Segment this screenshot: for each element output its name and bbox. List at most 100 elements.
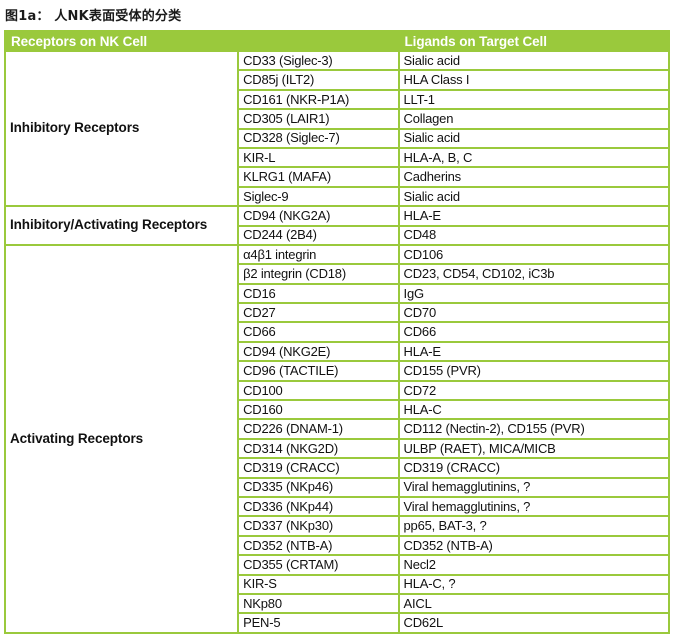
ligand-cell: CD352 (NTB-A) [397,534,671,557]
receptor-cell: CD305 (LAIR1) [237,108,400,130]
ligand-cell: CD70 [397,302,671,324]
receptor-cell: CD336 (NKp44) [237,495,400,518]
table-row: CD328 (Siglec-7) Sialic acid [5,127,671,149]
table-row: Inhibitory Receptors CD33 (Siglec-3) Siali… [3,49,671,208]
receptor-cell: CD27 [237,302,400,324]
table-row: Inhibitory/Activating Receptors CD94 (NKG… [3,205,671,246]
receptor-cell: CD66 [237,321,400,343]
ligand-cell: Cadherins [397,166,671,188]
receptor-cell: KLRG1 (MAFA) [237,166,400,188]
header-ligands-on-target-cell: Ligands on Target Cell [397,30,671,52]
receptor-cell: CD94 (NKG2E) [237,340,400,363]
receptor-cell: KIR-L [237,146,400,169]
table-row: CD226 (DNAM-1) CD112 (Nectin-2), CD155 (P… [5,418,671,440]
receptor-cell: KIR-S [237,573,400,595]
figure-title: 图1a： 人NK表面受体的分类 [5,9,182,24]
ligand-cell: Viral hemagglutinins, ? [397,476,671,499]
table-row: CD336 (NKp44) Viral hemagglutinins, ? [5,495,671,518]
receptor-cell: CD85j (ILT2) [237,69,400,91]
table-row: KIR-S HLA-C, ? [5,573,671,595]
table-row: CD100 CD72 [5,379,671,402]
ligand-cell: CD23, CD54, CD102, iC3b [397,263,671,285]
table-row: CD352 (NTB-A) CD352 (NTB-A) [5,534,671,557]
receptor-cell: CD319 (CRACC) [237,457,400,479]
table-body: Inhibitory Receptors CD33 (Siglec-3) Siali… [3,49,671,634]
table-row: CD305 (LAIR1) Collagen [5,108,671,130]
table-row: PEN-5 CD62L [5,612,671,634]
table-row: CD314 (NKG2D) ULBP (RAET), MICA/MICB [5,437,671,460]
receptor-cell: CD226 (DNAM-1) [237,418,400,440]
receptor-group-cell: Activating Receptors [3,243,240,634]
table-row: CD161 (NKR-P1A) LLT-1 [5,88,671,111]
ligand-cell: CD72 [397,379,671,402]
receptor-cell: CD335 (NKp46) [237,476,400,499]
ligand-cell: HLA-A, B, C [397,146,671,169]
receptor-cell: CD355 (CRTAM) [237,554,400,576]
table-row: CD355 (CRTAM) Necl2 [5,554,671,576]
table-row: CD160 HLA-C [5,399,671,421]
receptor-cell: CD160 [237,399,400,421]
ligand-cell: HLA Class I [397,69,671,91]
ligand-cell: Collagen [397,108,671,130]
table-row: CD85j (ILT2) HLA Class I [5,69,671,91]
receptor-cell: CD161 (NKR-P1A) [237,88,400,111]
ligand-cell: HLA-C, ? [397,573,671,595]
ligand-cell: CD155 (PVR) [397,360,671,382]
receptor-cell: CD100 [237,379,400,402]
ligand-cell: CD106 [397,243,671,266]
receptor-cell: CD314 (NKG2D) [237,437,400,460]
ligand-cell: HLA-E [397,205,671,227]
ligand-cell: HLA-E [397,340,671,363]
ligand-cell: CD66 [397,321,671,343]
table-row: β2 integrin (CD18) CD23, CD54, CD102, iC3… [5,263,671,285]
receptor-cell: CD328 (Siglec-7) [237,127,400,149]
table-row: CD337 (NKp30) pp65, BAT-3, ? [5,515,671,537]
ligand-cell: Viral hemagglutinins, ? [397,495,671,518]
table-header-row: Receptors on NK Cell Ligands on Target C… [4,30,671,52]
receptor-cell: PEN-5 [237,612,400,634]
table-row: CD27 CD70 [5,302,671,324]
ligand-cell: CD62L [397,612,671,634]
table-row: CD335 (NKp46) Viral hemagglutinins, ? [5,476,671,499]
table-row: CD96 (TACTILE) CD155 (PVR) [5,360,671,382]
ligand-cell: CD112 (Nectin-2), CD155 (PVR) [397,418,671,440]
table-row: CD66 CD66 [5,321,671,343]
table-row: CD244 (2B4) CD48 [5,224,671,246]
ligand-cell: ULBP (RAET), MICA/MICB [397,437,671,460]
ligand-cell: CD319 (CRACC) [397,457,671,479]
ligand-cell: Sialic acid [397,49,671,72]
ligand-cell: LLT-1 [397,88,671,111]
ligand-cell: AICL [397,592,671,615]
receptor-cell: CD244 (2B4) [237,224,400,246]
table-row: CD319 (CRACC) CD319 (CRACC) [5,457,671,479]
ligand-cell: Sialic acid [397,127,671,149]
nk-receptor-table: Receptors on NK Cell Ligands on Target C… [3,30,671,634]
table-row: KIR-L HLA-A, B, C [5,146,671,169]
table-row: NKp80 AICL [5,592,671,615]
header-receptors-on-nk-cell: Receptors on NK Cell [4,30,400,52]
ligand-cell: Necl2 [397,554,671,576]
receptor-cell: NKp80 [237,592,400,615]
receptor-cell: CD337 (NKp30) [237,515,400,537]
table-row: KLRG1 (MAFA) Cadherins [5,166,671,188]
table-row: Siglec-9 Sialic acid [5,185,671,208]
receptor-cell: CD96 (TACTILE) [237,360,400,382]
receptor-cell: Siglec-9 [237,185,400,208]
ligand-cell: HLA-C [397,399,671,421]
table-row: CD16 IgG [5,282,671,305]
ligand-cell: pp65, BAT-3, ? [397,515,671,537]
receptor-group-cell: Inhibitory Receptors [3,49,240,208]
receptor-cell: α4β1 integrin [237,243,400,266]
ligand-cell: IgG [397,282,671,305]
ligand-cell: CD48 [397,224,671,246]
table-row: CD94 (NKG2E) HLA-E [5,340,671,363]
receptor-cell: CD16 [237,282,400,305]
table-row: Activating Receptors α4β1 integrin CD106 [3,243,671,634]
receptor-cell: CD352 (NTB-A) [237,534,400,557]
receptor-group-cell: Inhibitory/Activating Receptors [3,205,240,246]
ligand-cell: Sialic acid [397,185,671,208]
receptor-cell: β2 integrin (CD18) [237,263,400,285]
receptor-cell: CD33 (Siglec-3) [237,49,400,72]
receptor-cell: CD94 (NKG2A) [237,205,400,227]
